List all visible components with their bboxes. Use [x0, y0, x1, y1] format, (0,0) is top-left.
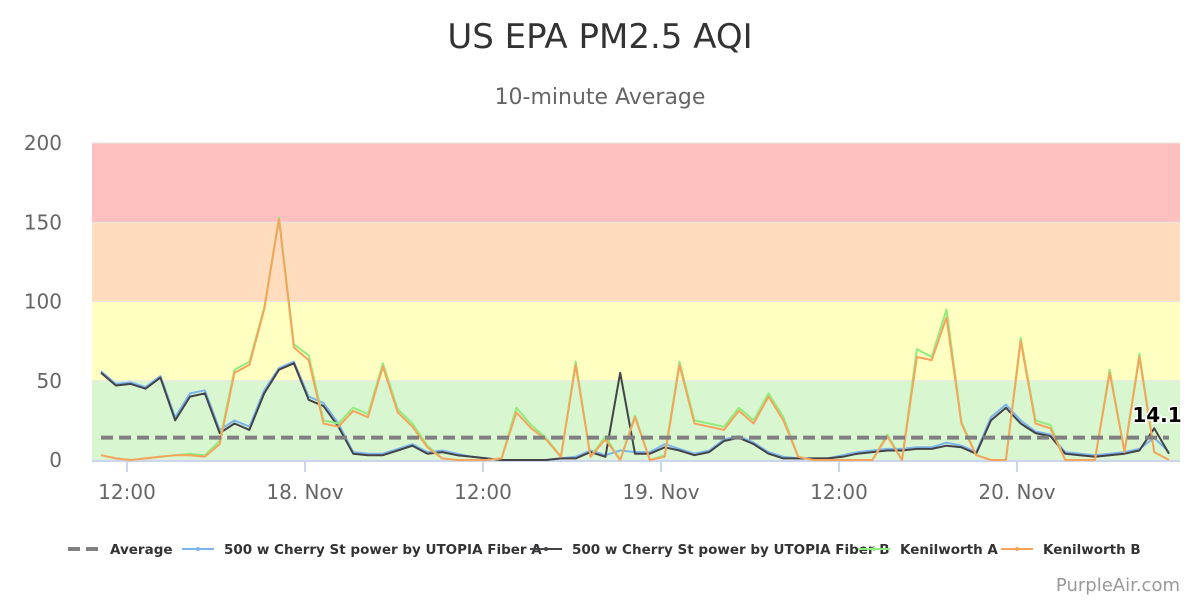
legend-item[interactable]: 500 w Cherry St power by UTOPIA Fiber A	[182, 542, 542, 558]
y-tick-label: 200	[24, 131, 62, 155]
x-tick-label: 18. Nov	[266, 480, 343, 504]
average-data-label: 14.1	[1132, 403, 1181, 427]
legend-label: Kenilworth B	[1043, 542, 1141, 558]
x-axis: 12:00 18. Nov 12:00 19. Nov 12:00 20. Nov	[92, 460, 1180, 504]
legend: Average 500 w Cherry St power by UTOPIA F…	[68, 542, 1141, 558]
x-tick-label: 19. Nov	[622, 480, 699, 504]
aqi-band	[92, 222, 1180, 302]
legend-item[interactable]: Kenilworth B	[1001, 542, 1141, 558]
aqi-band	[92, 143, 1180, 223]
series-line-2	[100, 362, 1170, 461]
credit-link[interactable]: PurpleAir.com	[1056, 575, 1180, 596]
chart-title: US EPA PM2.5 AQI	[447, 17, 752, 57]
x-tick-label: 12:00	[810, 480, 868, 504]
chart-subtitle: 10-minute Average	[495, 85, 706, 110]
legend-label: 500 w Cherry St power by UTOPIA Fiber B	[572, 542, 890, 558]
aqi-bands	[92, 143, 1180, 460]
y-tick-label: 150	[24, 210, 62, 234]
series-line-4	[100, 218, 1170, 461]
x-tick-label: 12:00	[454, 480, 512, 504]
legend-marker	[196, 547, 200, 551]
legend-marker	[1015, 547, 1019, 551]
legend-item[interactable]: Average	[68, 542, 173, 558]
x-tick-label: 20. Nov	[978, 480, 1055, 504]
aqi-band	[92, 301, 1180, 381]
legend-label: 500 w Cherry St power by UTOPIA Fiber A	[224, 542, 542, 558]
legend-label: Kenilworth A	[900, 542, 998, 558]
legend-item[interactable]: Kenilworth A	[858, 542, 998, 558]
plot-area: 14.1	[100, 216, 1183, 461]
x-tick-label: 12:00	[98, 480, 156, 504]
legend-marker	[872, 547, 876, 551]
y-tick-label: 0	[49, 448, 62, 472]
legend-item[interactable]: 500 w Cherry St power by UTOPIA Fiber B	[530, 542, 890, 558]
legend-marker	[544, 547, 548, 551]
legend-label: Average	[110, 542, 173, 558]
y-tick-label: 50	[37, 369, 62, 393]
y-tick-label: 100	[24, 290, 62, 314]
